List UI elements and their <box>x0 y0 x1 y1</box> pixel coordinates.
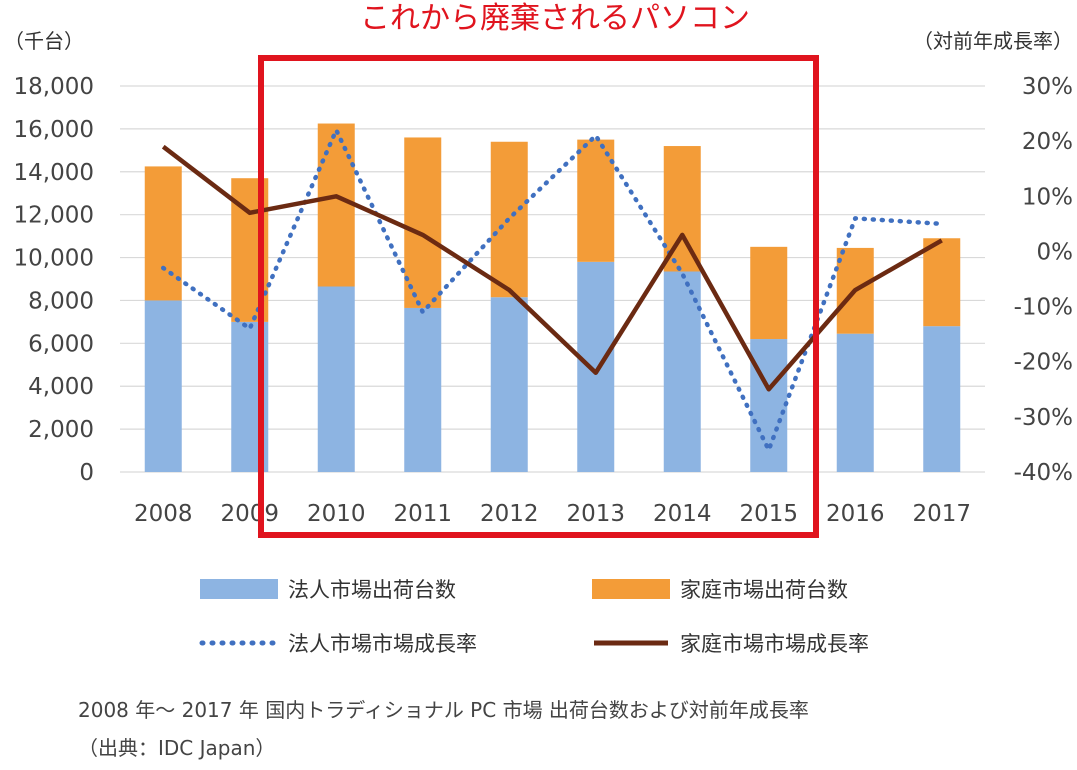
bar <box>144 300 182 472</box>
right-tick-label: 30% <box>1022 74 1073 100</box>
legend-swatch <box>592 579 670 599</box>
left-tick-label: 6,000 <box>28 331 94 357</box>
highlight-box <box>258 55 819 538</box>
left-tick-label: 0 <box>79 460 94 486</box>
left-tick-label: 8,000 <box>28 288 94 314</box>
right-tick-label: -40% <box>1014 460 1073 486</box>
left-axis-ticks: 0 2,000 4,000 6,000 8,000 10,000 12,000 14,000 1… <box>14 74 94 486</box>
x-tick-label: 2016 <box>826 501 885 527</box>
bar <box>577 139 615 262</box>
series-line <box>161 144 943 392</box>
caption-title: 2008 年〜 2017 年 国内トラディショナル PC 市場 出荷台数および対… <box>78 698 809 722</box>
x-tick-label: 2012 <box>480 501 539 527</box>
right-tick-label: -10% <box>1014 295 1073 321</box>
chart-title: これから廃棄されるパソコン <box>360 1 750 36</box>
line-series <box>161 127 944 453</box>
x-tick-label: 2013 <box>566 501 625 527</box>
caption-source: （出典：IDC Japan） <box>78 736 276 760</box>
legend-swatch <box>200 579 278 599</box>
bar <box>317 123 355 287</box>
x-tick-label: 2009 <box>220 501 279 527</box>
left-tick-label: 12,000 <box>14 203 94 229</box>
bar <box>577 261 615 472</box>
bar <box>404 137 442 308</box>
legend-label: 家庭市場市場成長率 <box>680 632 869 656</box>
series-line <box>161 127 944 453</box>
left-tick-label: 2,000 <box>28 417 94 443</box>
x-tick-label: 2017 <box>912 501 971 527</box>
left-tick-label: 14,000 <box>14 160 94 186</box>
bar <box>923 238 961 327</box>
right-axis-ticks: -40% -30% -20% -10% 0% 10% 20% 30% <box>1014 74 1073 486</box>
legend-label: 法人市場市場成長率 <box>288 632 477 656</box>
x-axis-ticks: 2008 2009 2010 2011 2012 2013 2014 2015 2016 2017 <box>134 501 971 527</box>
bar <box>750 246 788 340</box>
right-tick-label: -20% <box>1014 350 1073 376</box>
bar <box>144 166 182 301</box>
bar <box>404 307 442 472</box>
bar <box>923 326 961 472</box>
left-tick-label: 10,000 <box>14 246 94 272</box>
right-tick-label: 10% <box>1022 184 1073 210</box>
x-tick-label: 2015 <box>739 501 798 527</box>
x-tick-label: 2008 <box>134 501 193 527</box>
bar <box>836 333 874 472</box>
highlight-box-group <box>258 55 819 538</box>
x-tick-label: 2010 <box>307 501 366 527</box>
left-axis-unit-label: （千台） <box>4 29 84 53</box>
x-tick-label: 2014 <box>653 501 712 527</box>
bar <box>317 286 355 472</box>
x-tick-label: 2011 <box>393 501 452 527</box>
chart-canvas: これから廃棄されるパソコン （千台） （対前年成長率） 0 2,000 4,000 6… <box>4 1 1073 656</box>
right-axis-unit-label: （対前年成長率） <box>913 29 1073 53</box>
bar-series <box>144 123 961 472</box>
left-tick-label: 18,000 <box>14 74 94 100</box>
left-tick-label: 4,000 <box>28 374 94 400</box>
bar <box>750 339 788 472</box>
left-tick-label: 16,000 <box>14 117 94 143</box>
right-tick-label: -30% <box>1014 405 1073 431</box>
legend-label: 家庭市場出荷台数 <box>680 578 848 602</box>
bar <box>490 297 528 472</box>
right-tick-label: 0% <box>1037 239 1074 265</box>
legend-label: 法人市場出荷台数 <box>288 578 456 602</box>
right-tick-label: 20% <box>1022 129 1073 155</box>
bar <box>663 271 701 472</box>
